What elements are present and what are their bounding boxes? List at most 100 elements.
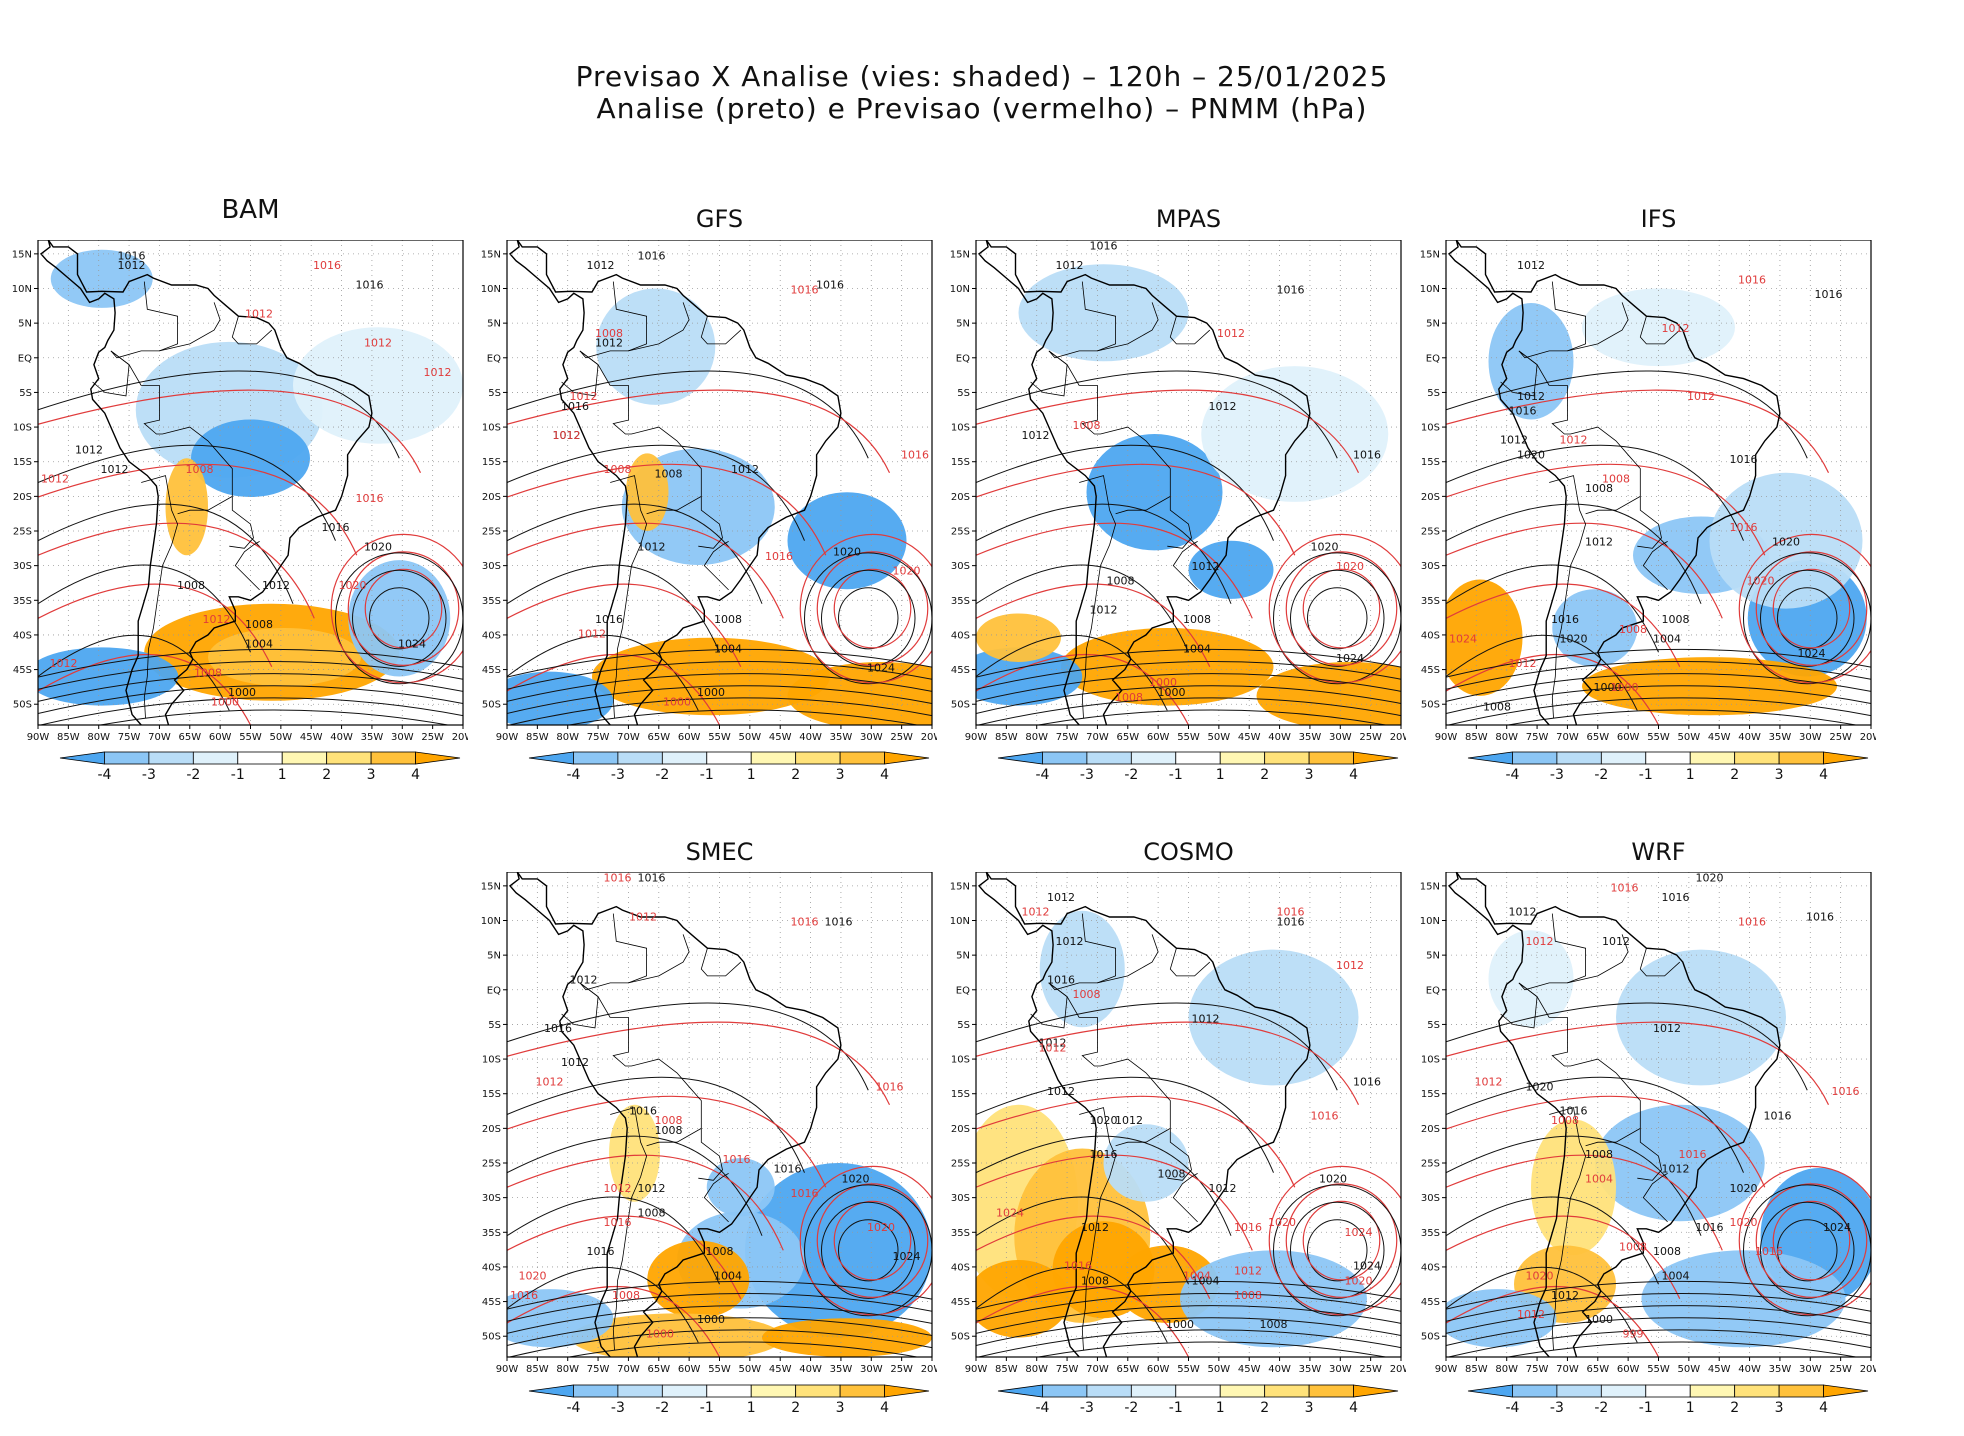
- lon-label: 30W: [860, 1364, 883, 1375]
- forecast-isobar-label: 1008: [194, 667, 222, 680]
- analysis-isobar-label: 1012: [1090, 603, 1118, 616]
- forecast-isobar-label: 1024: [1345, 1226, 1373, 1239]
- forecast-isobar-label: 1020: [1747, 574, 1775, 587]
- analysis-isobar: [1505, 1341, 1859, 1357]
- lat-label: 25S: [13, 527, 32, 538]
- colorbar-label: -3: [1550, 1400, 1564, 1416]
- colorbar-label: 4: [880, 1400, 889, 1416]
- forecast-isobar: [507, 1285, 721, 1357]
- country-border: [1030, 982, 1068, 1029]
- analysis-isobar: [976, 564, 1189, 653]
- country-border: [1169, 316, 1211, 345]
- forecast-isobar-label: 1008: [604, 463, 632, 476]
- lon-label: 80W: [556, 1364, 579, 1375]
- forecast-isobar-label: 1012: [50, 657, 78, 670]
- country-border: [1100, 426, 1171, 515]
- forecast-isobar-label: 1016: [723, 1153, 751, 1166]
- forecast-isobar: [976, 1095, 1296, 1188]
- lat-label: 5N: [18, 319, 32, 330]
- country-border: [700, 948, 742, 977]
- analysis-isobar: [507, 673, 932, 702]
- analysis-isobar-label: 1004: [714, 1269, 742, 1282]
- forecast-isobar-label: 1004: [1585, 1172, 1613, 1185]
- analysis-isobar: [507, 1305, 932, 1334]
- country-border: [231, 316, 273, 345]
- colorbar-segment: [1042, 751, 1088, 765]
- colorbar-label: -1: [1169, 1400, 1183, 1416]
- country-border: [1642, 541, 1668, 591]
- panel-title-gfs: GFS: [695, 205, 744, 233]
- lon-label: 60W: [1617, 732, 1640, 743]
- lon-label: 40W: [799, 1364, 822, 1375]
- colorbar-ifs: -4 -3 -2 -1 1 2 3 4: [1467, 751, 1869, 783]
- analysis-isobar-label: 1024: [893, 1250, 921, 1263]
- lat-label: 5N: [956, 951, 970, 962]
- colorbar-segment: [750, 751, 797, 765]
- analysis-isobar: [38, 564, 251, 653]
- lat-label: 5S: [19, 388, 32, 399]
- lat-label: 10N: [481, 284, 501, 295]
- colorbar-label: -4: [1035, 1400, 1049, 1416]
- lat-label: 45S: [13, 665, 32, 676]
- high-pressure-isobar: [1273, 1184, 1401, 1317]
- lon-label: 85W: [995, 1364, 1018, 1375]
- bias-shading-bias-neg1: [1488, 930, 1574, 1028]
- lon-label: 25W: [421, 732, 444, 743]
- panel-title-mpas: MPAS: [1155, 205, 1222, 233]
- bias-shading-bias-pos2: [1531, 1119, 1616, 1256]
- forecast-isobar: [38, 522, 315, 619]
- high-pressure-isobar: [369, 587, 430, 650]
- forecast-isobar-label: 1000: [1611, 681, 1639, 694]
- lat-label: 10N: [950, 916, 970, 927]
- colorbar-cosmo: -4 -3 -2 -1 1 2 3 4: [997, 1384, 1399, 1416]
- colorbar-segment: [1308, 751, 1354, 765]
- lat-label: 10S: [482, 1055, 501, 1066]
- high-pressure-isobar: [352, 569, 447, 667]
- colorbar-label: -3: [611, 1400, 625, 1416]
- analysis-isobar-label: 1020: [364, 540, 392, 553]
- analysis-isobar: [38, 370, 400, 459]
- lon-label: 45W: [1708, 1364, 1731, 1375]
- bias-shading-bias-neg3: [507, 1289, 614, 1348]
- analysis-isobar-label: 1012: [1517, 259, 1545, 272]
- forecast-isobar-label: 1008: [1551, 1114, 1579, 1127]
- coastline: [39, 240, 373, 725]
- lat-label: 15S: [482, 1089, 501, 1100]
- analysis-isobar-label: 1016: [1509, 405, 1537, 418]
- bias-shading-bias-neg1: [1582, 288, 1735, 367]
- forecast-isobar-label: 1012: [424, 366, 452, 379]
- analysis-isobar-label: 1024: [1823, 1221, 1851, 1234]
- colorbar-label: 1: [1686, 767, 1695, 783]
- analysis-isobar-label: 1008: [1158, 1168, 1186, 1181]
- high-pressure-isobar: [1290, 569, 1385, 667]
- country-border: [1567, 302, 1629, 352]
- analysis-isobar-label: 1012: [1022, 429, 1050, 442]
- bias-shading-bias-neg3: [1446, 1289, 1557, 1348]
- analysis-isobar: [507, 370, 869, 459]
- country-border: [162, 426, 233, 515]
- forecast-isobar: [38, 463, 358, 556]
- lon-label: 55W: [708, 732, 731, 743]
- lon-label: 90W: [496, 732, 519, 743]
- lat-label: 40S: [1421, 630, 1440, 641]
- lon-label: 40W: [1738, 732, 1761, 743]
- analysis-isobar-label: 1008: [1260, 1318, 1288, 1331]
- analysis-isobar: [566, 1341, 920, 1357]
- analysis-isobar: [976, 1292, 1401, 1322]
- analysis-isobar: [1446, 697, 1871, 725]
- country-border: [610, 475, 648, 719]
- analysis-isobar: [38, 660, 463, 690]
- colorbar-segment: [839, 751, 885, 765]
- country-border: [1172, 1173, 1198, 1223]
- lat-label: 5S: [957, 1020, 970, 1031]
- lon-label: 30W: [1329, 1364, 1352, 1375]
- lon-label: 90W: [496, 1364, 519, 1375]
- forecast-isobar-label: 1016: [791, 1187, 819, 1200]
- lat-label: 45S: [951, 665, 970, 676]
- colorbar-label: 2: [791, 1400, 800, 1416]
- analysis-isobar-label: 1012: [587, 259, 615, 272]
- lat-label: 40S: [1421, 1262, 1440, 1273]
- lat-label: 40S: [13, 630, 32, 641]
